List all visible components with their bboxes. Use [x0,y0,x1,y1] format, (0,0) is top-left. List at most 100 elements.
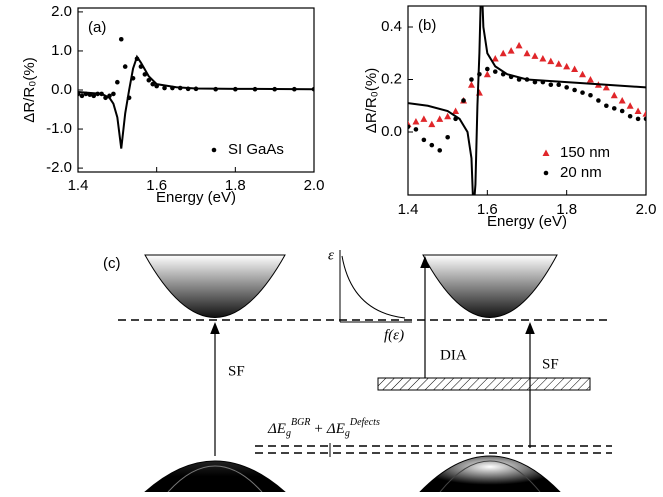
diagram: (c) SF DIA SF ε f(ε) ΔEgBGR + ΔEgDefects [103,247,612,493]
point [596,98,601,103]
point [452,107,460,114]
gap-base: ΔE [326,421,345,437]
legend-label: 150 nm [560,144,610,161]
y-tick-label: 0.0 [381,123,402,140]
point [122,64,128,69]
point [118,36,124,42]
gap-label: ΔEgBGR + ΔEgDefects [267,417,380,439]
point [627,113,633,119]
gap-sub: g [286,428,291,439]
point [491,55,499,62]
point [610,91,618,99]
point [436,115,444,122]
point [492,69,498,74]
point [445,134,450,140]
point [555,60,563,67]
y-tick-label: 0.2 [381,70,402,87]
x-tick-label: 2.0 [636,201,657,218]
chart: 1.4 1.6 1.8 2.0 -2.0 -1.0 0.0 1.0 2.0 Energy (eV)… [21,3,324,206]
point [626,102,634,109]
gap-base: ΔE [267,421,286,437]
x-tick-label: 1.8 [225,177,246,194]
x-axis-label: Energy (eV) [156,189,236,206]
y-tick-label: -2.0 [46,159,72,176]
point [572,87,577,93]
y-tick-label: 1.0 [51,42,72,59]
fit-line [78,54,314,149]
legend-label: 20 nm [560,164,602,181]
y-axis-label: ΔR/R₀(%) [363,68,380,133]
y-tick-label: 0.4 [381,18,402,35]
point [531,52,539,59]
inset-label: f(ε) [384,327,404,343]
arrow-label: SF [228,363,245,379]
y-axis-label: ΔR/R₀(%) [21,57,38,122]
gap-plus: + [314,421,322,437]
point [571,65,579,72]
point [115,79,120,85]
point [421,137,427,143]
arrow-label: SF [542,356,559,372]
point [515,41,523,49]
point [111,91,116,97]
point [437,148,443,153]
plot-frame [407,5,647,196]
point [420,115,428,122]
point [211,147,217,153]
point [602,83,610,91]
point [162,85,167,91]
point [444,112,452,120]
point [579,70,587,78]
point [429,142,435,148]
defect-band [377,377,591,391]
point [618,97,626,104]
point [523,49,531,57]
point [91,93,97,99]
x-tick-label: 2.0 [304,177,325,194]
point [556,82,562,88]
point [150,81,156,87]
point [428,120,436,128]
valence-band [143,460,287,493]
inset-curve [341,255,406,319]
x-axis-label: Energy (eV) [487,213,567,230]
valence-band-line [439,460,541,493]
point [547,57,555,65]
fit-line [408,6,646,195]
point [588,92,593,98]
point [542,149,550,156]
legend-entry: 150 nm [542,144,610,161]
point [539,55,547,62]
arrow-label: DIA [440,347,467,363]
x-tick-label: 1.6 [477,201,498,218]
point [408,124,411,130]
point [611,106,617,111]
point [469,77,474,82]
point [586,76,594,83]
y-tick-label: -1.0 [46,120,72,137]
chart: 1.4 1.6 1.8 2.0 0.0 0.2 0.4 Energy (eV) ΔR/R₀(%)… [363,5,657,230]
point [499,49,507,57]
conduction-band [422,254,558,318]
point [635,116,641,122]
plot-area [78,36,314,149]
gap-sub: g [345,428,350,439]
legend-entry: SI GaAs [211,141,284,158]
legend-label: SI GaAs [228,141,284,158]
plot-area [408,6,646,195]
point [461,98,466,103]
point [412,118,420,125]
point [548,82,554,88]
gap-sup: BGR [291,417,310,428]
x-tick-label: 1.4 [398,201,419,218]
point [563,62,571,70]
point [485,66,490,72]
point [467,81,475,88]
y-tick-label: 2.0 [51,3,72,20]
point [507,47,515,54]
point [619,108,625,114]
point [79,93,85,99]
point [483,70,491,78]
point [642,110,646,117]
